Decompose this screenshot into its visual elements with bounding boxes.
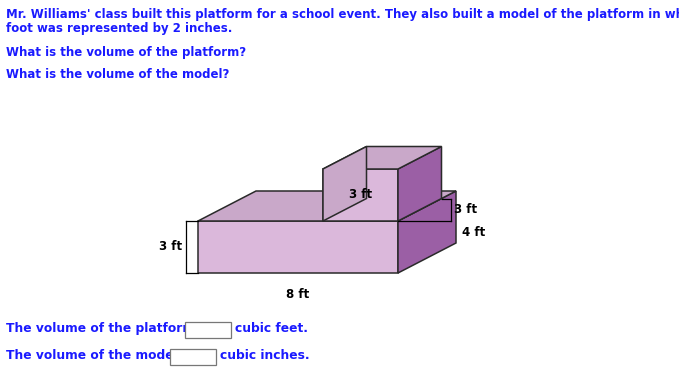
Polygon shape: [323, 169, 398, 221]
Polygon shape: [398, 147, 441, 221]
Polygon shape: [323, 147, 367, 221]
Text: cubic feet.: cubic feet.: [235, 322, 308, 335]
Polygon shape: [198, 221, 398, 273]
FancyBboxPatch shape: [185, 322, 231, 338]
Text: foot was represented by 2 inches.: foot was represented by 2 inches.: [6, 22, 232, 35]
Text: The volume of the model is: The volume of the model is: [6, 349, 194, 362]
Text: 4 ft: 4 ft: [462, 225, 485, 239]
Text: 8 ft: 8 ft: [287, 288, 310, 301]
Text: The volume of the platform is: The volume of the platform is: [6, 322, 210, 335]
Text: What is the volume of the platform?: What is the volume of the platform?: [6, 46, 246, 59]
Polygon shape: [323, 147, 441, 169]
Text: Mr. Williams' class built this platform for a school event. They also built a mo: Mr. Williams' class built this platform …: [6, 8, 679, 21]
FancyBboxPatch shape: [170, 349, 216, 365]
Text: 3 ft: 3 ft: [159, 241, 182, 253]
Text: 3 ft: 3 ft: [349, 189, 372, 201]
Polygon shape: [198, 191, 456, 221]
Text: 3 ft: 3 ft: [454, 203, 477, 216]
Text: What is the volume of the model?: What is the volume of the model?: [6, 68, 230, 81]
Polygon shape: [398, 191, 456, 273]
Text: cubic inches.: cubic inches.: [220, 349, 310, 362]
